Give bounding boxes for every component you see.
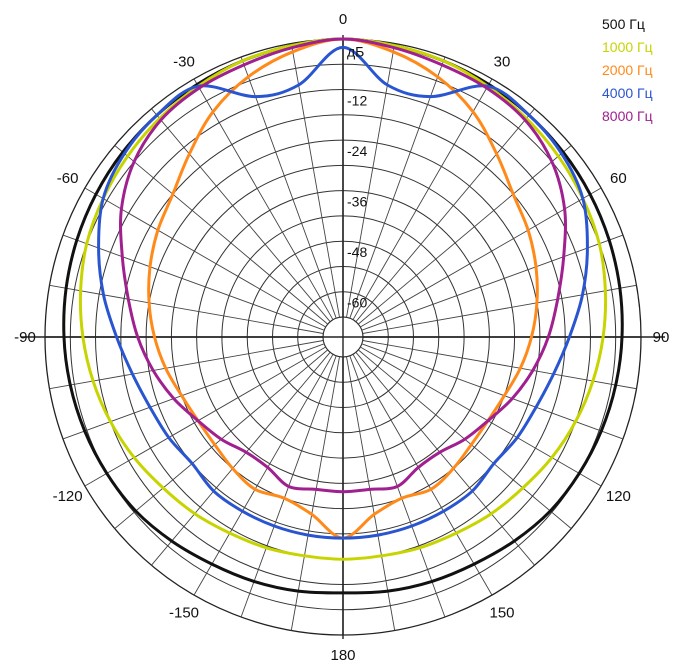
angle-tick-label: -120 (53, 488, 83, 505)
grid-spoke (114, 145, 328, 325)
grid-spoke (346, 43, 396, 318)
angle-tick-label: 150 (489, 604, 514, 621)
angle-tick-label: 30 (494, 54, 511, 71)
r-tick-label: -24 (347, 143, 367, 159)
grid-spoke (361, 234, 624, 331)
r-tick-label: -12 (347, 93, 367, 109)
legend-entry-1000: 1000 Гц (602, 39, 653, 55)
grid-spoke (290, 43, 340, 318)
legend-entry-4000: 4000 Гц (602, 85, 653, 101)
grid-spoke (151, 108, 331, 322)
angle-tick-label: 120 (606, 488, 631, 505)
grid-spoke (151, 352, 331, 566)
r-tick-label: -48 (347, 244, 367, 260)
series-layer (62, 37, 624, 595)
angle-tick-label: -90 (14, 329, 36, 346)
grid-spoke (352, 354, 493, 596)
legend-entry-500: 500 Гц (602, 16, 645, 32)
angle-tick-label: 60 (610, 170, 627, 187)
legend: 500 Гц 1000 Гц 2000 Гц 4000 Гц 8000 Гц (602, 16, 653, 124)
angle-tick-label: 0 (339, 11, 347, 28)
series-line-4000 (97, 45, 589, 540)
grid-spoke (346, 356, 396, 631)
grid-spoke (362, 284, 637, 334)
angle-tick-label: 90 (653, 329, 670, 346)
grid-spoke (360, 187, 602, 328)
unit-label: дБ (347, 44, 364, 60)
grid-spoke (355, 108, 535, 322)
legend-entry-8000: 8000 Гц (602, 108, 653, 124)
legend-entry-2000: 2000 Гц (602, 62, 653, 78)
grid-spoke (361, 343, 624, 440)
r-tick-label: -60 (347, 295, 367, 311)
polar-labels: 0 30 -30 60 -60 90 -90 120 -120 150 -150 180 дБ -12 -2… (14, 11, 669, 662)
grid-spoke (349, 56, 446, 319)
grid-spoke (362, 340, 637, 390)
grid-spoke (240, 56, 337, 319)
grid-spoke (84, 346, 326, 487)
grid-spoke (193, 354, 334, 596)
grid-spoke (84, 187, 326, 328)
angle-tick-label: -60 (57, 170, 79, 187)
r-tick-label: -36 (347, 194, 367, 210)
grid-spoke (49, 340, 324, 390)
grid-spoke (360, 346, 602, 487)
angle-tick-label: -150 (169, 604, 199, 621)
grid-spoke (358, 145, 572, 325)
grid-spoke (355, 352, 535, 566)
grid-spoke (62, 343, 325, 440)
grid-spoke (49, 284, 324, 334)
grid-spoke (352, 78, 493, 320)
grid-spoke (193, 78, 334, 320)
grid-spoke (290, 356, 340, 631)
angle-tick-label: 180 (330, 647, 355, 662)
angle-tick-label: -30 (173, 54, 195, 71)
series-line-500 (62, 37, 624, 595)
series-line-8000 (119, 37, 567, 494)
grid-spoke (62, 234, 325, 331)
